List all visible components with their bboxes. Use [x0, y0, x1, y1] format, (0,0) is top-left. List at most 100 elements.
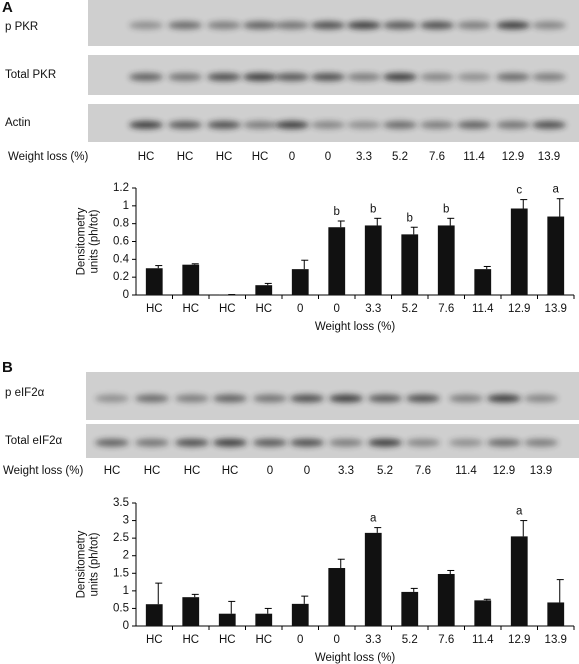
- y-tick-label: 1.2: [113, 182, 129, 194]
- blot-band: [406, 438, 440, 447]
- x-tick-label: HC: [146, 634, 163, 646]
- row-value: 5.2: [392, 151, 408, 163]
- blot-band: [275, 120, 309, 129]
- blot-band: [290, 438, 324, 447]
- blot-band: [253, 438, 287, 447]
- blot-band: [449, 394, 483, 403]
- blot-band: [406, 394, 440, 403]
- row-value: 0: [304, 465, 310, 477]
- x-tick-label: 13.9: [545, 303, 567, 315]
- blot-band: [207, 73, 241, 81]
- bar-label: a: [370, 513, 377, 525]
- row-value: 5.2: [377, 465, 393, 477]
- blot-band: [311, 120, 345, 129]
- blot-band: [347, 21, 381, 30]
- y-tick-label: 0.8: [113, 218, 129, 230]
- blot-band: [129, 21, 163, 30]
- bar: [255, 285, 273, 295]
- blot-band: [213, 438, 247, 447]
- blot-band: [175, 394, 209, 403]
- blot-band: [532, 21, 566, 30]
- y-axis-label: units (ph/tot): [89, 532, 101, 596]
- y-axis-label: Densitometry: [76, 207, 88, 275]
- x-tick-label: 7.6: [438, 634, 454, 646]
- blot-band: [213, 394, 247, 403]
- blot-band: [207, 120, 241, 129]
- x-axis-label: Weight loss (%): [315, 321, 395, 333]
- x-tick-label: 3.3: [365, 634, 381, 646]
- x-tick-label: 11.4: [472, 634, 494, 646]
- bar: [218, 613, 236, 626]
- blot-label: Total PKR: [5, 69, 56, 81]
- x-tick-label: HC: [255, 634, 272, 646]
- row-value: HC: [216, 151, 233, 163]
- blot-label: Total eIF2α: [5, 435, 62, 447]
- blot-band: [487, 394, 521, 403]
- y-tick-label: 0.6: [113, 236, 129, 248]
- x-tick-label: HC: [255, 303, 272, 315]
- bar: [364, 225, 382, 295]
- blot-band: [129, 73, 163, 81]
- bar: [474, 600, 492, 626]
- y-tick-label: 1: [123, 585, 129, 597]
- x-tick-label: 0: [297, 634, 303, 646]
- x-tick-label: 0: [334, 303, 340, 315]
- y-tick-label: 0: [123, 620, 129, 632]
- blot-band: [329, 394, 363, 403]
- blot-band: [168, 73, 202, 81]
- blot-band: [496, 120, 530, 129]
- x-tick-label: 0: [297, 303, 303, 315]
- y-tick-label: 0: [123, 289, 129, 301]
- row-value: HC: [177, 151, 194, 163]
- blot-band: [532, 73, 566, 81]
- blot-band: [487, 438, 521, 447]
- blot-band: [347, 73, 381, 81]
- bar: [510, 536, 528, 626]
- bar: [145, 268, 163, 295]
- x-tick-label: HC: [182, 303, 199, 315]
- row-value: 3.3: [338, 465, 354, 477]
- panel-label: B: [2, 359, 13, 376]
- bar: [547, 602, 565, 626]
- y-tick-label: 1.5: [113, 567, 129, 579]
- bar: [437, 225, 455, 295]
- blot-band: [135, 394, 169, 403]
- blot-band: [383, 73, 417, 81]
- blot-band: [457, 120, 491, 129]
- bar: [401, 234, 419, 295]
- blot-band: [368, 438, 402, 447]
- x-tick-label: 7.6: [438, 303, 454, 315]
- blot-band: [457, 21, 491, 30]
- blot-band: [449, 438, 483, 447]
- row-value: 0: [267, 465, 273, 477]
- blot-band: [129, 120, 163, 129]
- row-value: 7.6: [415, 465, 431, 477]
- bar: [364, 532, 382, 626]
- blot-band: [496, 21, 530, 30]
- bar: [328, 227, 346, 295]
- row-value: 12.9: [502, 151, 524, 163]
- bar: [255, 613, 273, 626]
- blot-band: [368, 394, 402, 403]
- x-tick-label: 13.9: [545, 634, 567, 646]
- blot-band: [253, 394, 287, 403]
- bar: [474, 269, 492, 295]
- blot-band: [290, 394, 324, 403]
- bar: [182, 597, 200, 626]
- row-label: Weight loss (%): [3, 465, 83, 477]
- x-tick-label: 3.3: [365, 303, 381, 315]
- blot-band: [524, 394, 558, 403]
- bar-label: a: [516, 506, 523, 518]
- bar: [291, 603, 309, 626]
- row-value: 7.6: [429, 151, 445, 163]
- blot-band: [175, 438, 209, 447]
- blot-band: [275, 21, 309, 30]
- blot-band: [383, 21, 417, 30]
- row-value: 12.9: [493, 465, 515, 477]
- blot-band: [95, 394, 129, 403]
- blot-band: [243, 21, 277, 30]
- bar: [401, 591, 419, 626]
- bar: [291, 269, 309, 295]
- x-tick-label: HC: [146, 303, 163, 315]
